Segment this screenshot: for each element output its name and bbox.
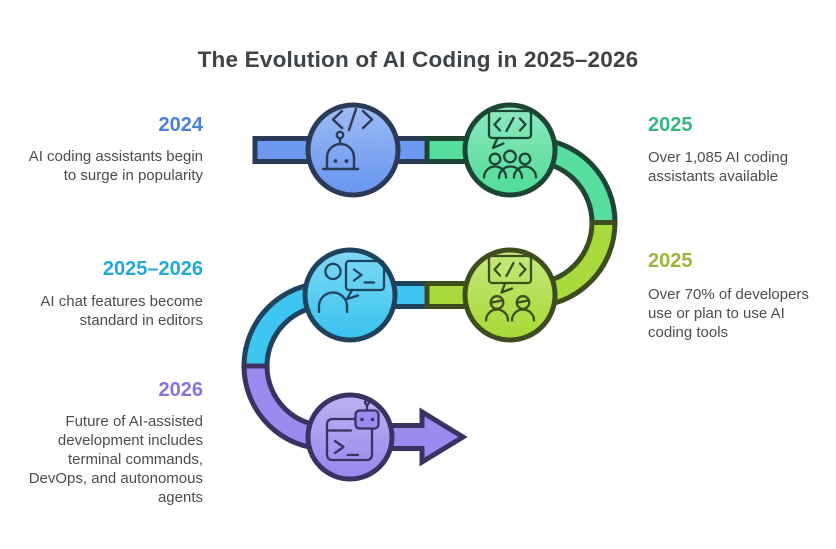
team-code-chat-icon xyxy=(482,109,538,180)
milestone-2024-year: 2024 xyxy=(158,114,204,136)
timeline-node-5-shine xyxy=(310,397,390,477)
milestone-2025-top-description: Over 1,085 AI coding assistants availabl… xyxy=(648,149,789,185)
milestone-2026-year: 2026 xyxy=(158,379,204,401)
milestone-2025-2026-year: 2025–2026 xyxy=(102,258,203,280)
terminal-robot-icon xyxy=(325,399,380,462)
milestone-2024-description: AI coding assistants begin to surge in p… xyxy=(28,148,203,184)
page-title: The Evolution of AI Coding in 2025–2026 xyxy=(197,47,639,72)
milestone-2026-description: Future of AI-assisted development includ… xyxy=(28,413,203,506)
pair-code-chat-icon xyxy=(484,254,536,322)
milestone-2025-2026-description: AI chat features become standard in edit… xyxy=(40,293,203,329)
timeline-node-4-shine xyxy=(467,252,553,338)
robot-code-icon xyxy=(321,107,374,171)
milestone-2025-mid-description: Over 70% of developers use or plan to us… xyxy=(648,286,809,341)
milestone-2025-top-year: 2025 xyxy=(648,114,693,136)
person-chat-terminal-icon xyxy=(317,259,386,314)
milestone-2025-mid-year: 2025 xyxy=(648,250,693,272)
